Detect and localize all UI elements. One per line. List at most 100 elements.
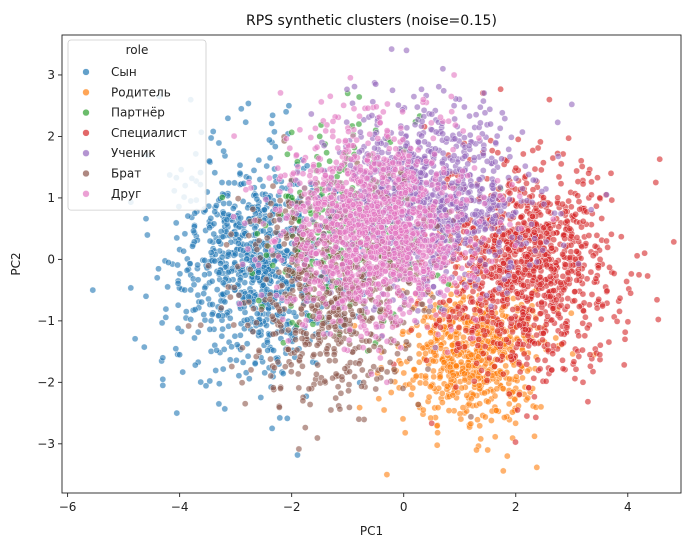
scatter-point [307,110,315,118]
scatter-point [235,291,243,299]
scatter-point [536,310,544,318]
scatter-point [501,275,508,283]
scatter-point [532,414,540,421]
scatter-point [449,391,457,399]
scatter-point [481,200,488,207]
scatter-point [209,301,216,308]
scatter-point [480,146,488,153]
scatter-point [279,370,287,377]
scatter-point [351,373,358,380]
scatter-point [627,289,634,297]
scatter-point [514,290,521,298]
scatter-point [522,326,529,333]
scatter-point [292,336,299,343]
scatter-point [604,244,611,251]
scatter-point [533,464,541,471]
scatter-point [277,385,284,392]
scatter-point [205,262,212,270]
scatter-point [131,335,139,343]
scatter-point [217,304,225,312]
scatter-point [219,233,227,240]
scatter-point [219,365,227,373]
scatter-point [215,269,223,276]
scatter-point [466,131,474,139]
scatter-point [525,384,533,392]
scatter-point [176,270,184,278]
scatter-point [215,380,223,388]
scatter-point [519,374,526,382]
scatter-point [490,167,497,175]
scatter-point [479,350,487,357]
scatter-point [467,420,475,428]
scatter-point [545,208,552,215]
scatter-point [284,150,291,158]
scatter-point [559,250,566,258]
scatter-point [560,286,568,294]
scatter-point [449,307,457,315]
scatter-point [172,219,180,227]
scatter-point [578,163,586,170]
scatter-point [315,259,322,267]
scatter-point [608,196,616,204]
scatter-point [224,115,232,122]
scatter-point [378,322,386,330]
scatter-point [516,368,524,376]
scatter-point [474,322,481,330]
scatter-point [250,305,257,313]
scatter-point [575,270,582,278]
scatter-point [471,164,478,172]
scatter-point [421,138,428,146]
scatter-point [656,155,664,163]
scatter-point [185,322,192,330]
scatter-point [543,238,550,246]
scatter-point [325,324,332,331]
scatter-point [508,315,515,322]
scatter-point [529,277,537,285]
scatter-point [473,446,480,454]
scatter-point [299,321,306,328]
scatter-point [589,252,597,259]
scatter-point [399,415,407,423]
scatter-point [287,368,295,376]
scatter-point [229,205,237,212]
scatter-point [577,157,585,165]
scatter-point [613,318,621,325]
scatter-point [487,120,494,128]
scatter-point [555,173,563,181]
scatter-point [467,351,475,359]
scatter-point [127,284,135,292]
scatter-point [262,276,270,283]
scatter-point [458,264,466,272]
scatter-point [462,327,470,334]
scatter-point [201,316,209,324]
scatter-point [198,298,205,306]
scatter-point [233,356,240,364]
scatter-point [208,311,216,318]
scatter-point [586,351,594,359]
scatter-point [225,179,233,187]
scatter-point [572,365,580,373]
scatter-point [383,368,391,376]
scatter-point [445,407,453,414]
scatter-point [389,87,396,94]
scatter-point [471,210,479,218]
scatter-point [465,400,473,408]
scatter-point [215,312,222,320]
scatter-point [287,187,294,195]
scatter-point [476,422,484,430]
scatter-point [368,314,376,322]
scatter-point [286,181,294,189]
scatter-point [450,251,458,258]
scatter-point [263,251,270,259]
scatter-point [531,235,538,242]
scatter-point [597,341,604,349]
scatter-point [548,366,556,374]
scatter-point [387,389,395,396]
scatter-point [422,372,429,380]
scatter-point [574,192,582,199]
scatter-point [305,385,313,393]
scatter-point [492,212,500,219]
scatter-point [483,377,491,384]
scatter-point [571,375,579,382]
scatter-point [218,332,226,340]
